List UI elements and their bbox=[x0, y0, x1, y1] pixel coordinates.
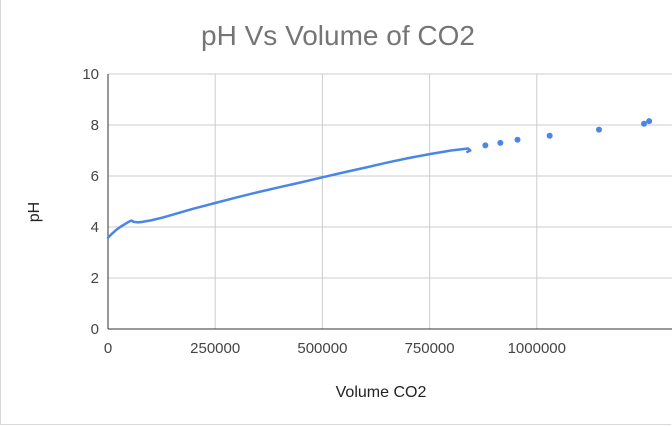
axes bbox=[107, 74, 672, 330]
x-tick-label: 750000 bbox=[405, 340, 455, 357]
x-tick-labels: 0 250000 500000 750000 1000000 bbox=[104, 340, 566, 357]
data-point bbox=[497, 139, 504, 146]
y-axis-label: pH bbox=[26, 202, 43, 222]
y-tick-label: 8 bbox=[91, 117, 99, 134]
data-point bbox=[514, 136, 521, 143]
y-tick-label: 0 bbox=[91, 321, 99, 338]
x-tick-label: 0 bbox=[104, 340, 112, 357]
series-line bbox=[106, 147, 472, 239]
plot-area bbox=[106, 118, 653, 239]
chart-title: pH Vs Volume of CO2 bbox=[201, 20, 475, 51]
grid-lines bbox=[108, 73, 672, 329]
data-point bbox=[641, 120, 647, 127]
data-point bbox=[595, 126, 602, 133]
data-point bbox=[546, 132, 553, 139]
data-point bbox=[646, 118, 653, 125]
x-axis-label: Volume CO2 bbox=[336, 384, 427, 401]
y-tick-label: 10 bbox=[82, 66, 99, 83]
y-tick-labels: 0 2 4 6 8 10 bbox=[82, 66, 99, 338]
data-point bbox=[482, 142, 489, 149]
y-tick-label: 4 bbox=[91, 219, 99, 236]
x-tick-label: 500000 bbox=[297, 340, 347, 357]
y-tick-label: 6 bbox=[91, 168, 99, 185]
y-tick-label: 2 bbox=[91, 270, 99, 287]
x-tick-label: 1000000 bbox=[508, 340, 566, 357]
x-tick-label: 250000 bbox=[190, 340, 240, 357]
